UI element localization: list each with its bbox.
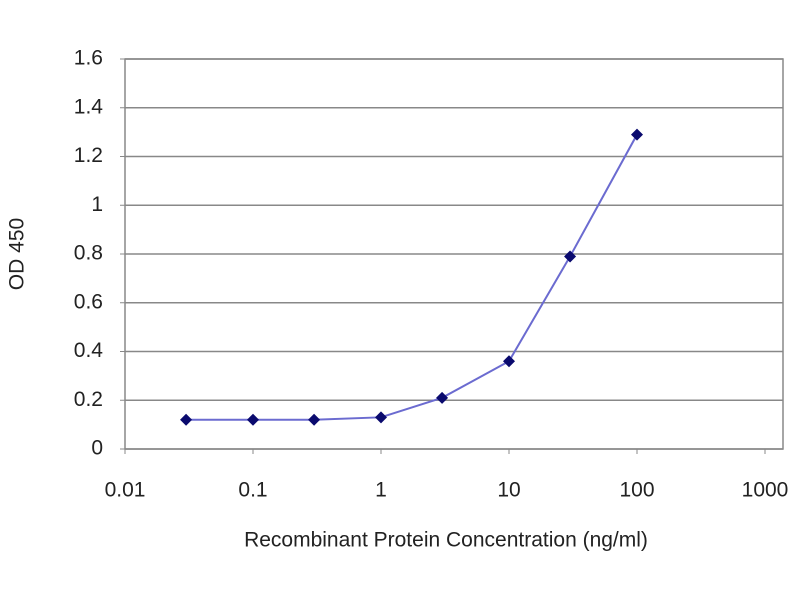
y-tick-label: 0.8 bbox=[74, 242, 103, 265]
y-tick-label: 1 bbox=[91, 193, 103, 216]
data-point bbox=[180, 413, 193, 426]
y-tick-label: 1.2 bbox=[74, 144, 103, 167]
x-tick-label: 1 bbox=[375, 479, 387, 502]
y-tick-label: 0.4 bbox=[74, 339, 104, 362]
x-tick-label: 100 bbox=[619, 479, 654, 502]
data-point bbox=[375, 411, 387, 424]
data-point bbox=[503, 355, 515, 368]
x-tick-label: 10 bbox=[497, 479, 520, 502]
data-point bbox=[308, 413, 321, 426]
y-axis-label: OD 450 bbox=[6, 218, 29, 290]
data-point bbox=[247, 413, 259, 426]
y-tick-label: 0.6 bbox=[74, 290, 103, 313]
data-point bbox=[631, 128, 643, 141]
y-tick-label: 0 bbox=[91, 437, 103, 460]
x-tick-label: 0.1 bbox=[238, 479, 267, 502]
data-point bbox=[564, 250, 577, 263]
data-point bbox=[436, 391, 449, 404]
x-tick-label: 1000 bbox=[742, 479, 789, 502]
y-tick-label: 1.4 bbox=[74, 95, 104, 118]
x-tick-label: 0.01 bbox=[105, 479, 146, 502]
y-tick-label: 1.6 bbox=[74, 47, 103, 70]
series-line bbox=[186, 134, 638, 421]
x-axis-label: Recombinant Protein Concentration (ng/ml… bbox=[244, 529, 648, 552]
y-tick-label: 0.2 bbox=[74, 388, 103, 411]
